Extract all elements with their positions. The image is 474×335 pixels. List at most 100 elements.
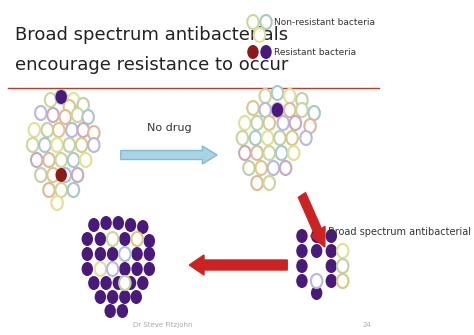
- Circle shape: [131, 232, 143, 246]
- Circle shape: [82, 232, 93, 246]
- Circle shape: [51, 138, 63, 152]
- Circle shape: [274, 131, 286, 145]
- Circle shape: [43, 153, 55, 167]
- Circle shape: [60, 110, 71, 124]
- Text: 24: 24: [363, 322, 372, 328]
- Circle shape: [337, 274, 348, 288]
- Circle shape: [119, 232, 130, 246]
- Circle shape: [107, 262, 118, 276]
- Circle shape: [262, 131, 273, 145]
- Circle shape: [309, 106, 320, 120]
- Circle shape: [64, 138, 75, 152]
- Circle shape: [239, 116, 251, 130]
- Circle shape: [272, 86, 283, 100]
- Circle shape: [28, 123, 40, 137]
- Circle shape: [276, 146, 287, 160]
- Circle shape: [326, 274, 337, 288]
- Circle shape: [47, 108, 59, 122]
- Circle shape: [137, 220, 148, 234]
- Circle shape: [288, 146, 300, 160]
- Circle shape: [95, 290, 106, 304]
- Circle shape: [95, 247, 106, 261]
- Circle shape: [88, 138, 100, 152]
- Circle shape: [35, 168, 46, 182]
- Circle shape: [104, 304, 116, 318]
- Text: Broad spectrum antibacterial: Broad spectrum antibacterial: [328, 227, 471, 237]
- Circle shape: [260, 15, 272, 29]
- Circle shape: [119, 262, 130, 276]
- Circle shape: [72, 108, 83, 122]
- Circle shape: [264, 146, 275, 160]
- Circle shape: [31, 153, 43, 167]
- Circle shape: [131, 247, 143, 261]
- Text: Broad spectrum antibacterials: Broad spectrum antibacterials: [15, 26, 288, 44]
- Circle shape: [255, 161, 267, 175]
- Text: Resistant bacteria: Resistant bacteria: [274, 48, 356, 57]
- Circle shape: [272, 103, 283, 117]
- Circle shape: [259, 103, 271, 117]
- Text: Non-resistant bacteria: Non-resistant bacteria: [274, 17, 375, 26]
- Circle shape: [277, 116, 289, 130]
- Circle shape: [55, 183, 67, 197]
- Circle shape: [95, 262, 106, 276]
- Circle shape: [42, 123, 53, 137]
- Circle shape: [296, 103, 308, 117]
- Circle shape: [107, 232, 118, 246]
- Circle shape: [286, 131, 298, 145]
- FancyArrow shape: [189, 255, 287, 275]
- Circle shape: [311, 286, 322, 300]
- Circle shape: [296, 229, 308, 243]
- Circle shape: [78, 98, 89, 112]
- Circle shape: [251, 176, 263, 190]
- Circle shape: [35, 106, 46, 120]
- Circle shape: [296, 93, 308, 107]
- Text: No drug: No drug: [146, 123, 191, 133]
- Circle shape: [68, 153, 79, 167]
- Circle shape: [131, 232, 143, 246]
- Circle shape: [311, 274, 322, 288]
- Circle shape: [130, 290, 142, 304]
- Circle shape: [337, 244, 348, 258]
- Circle shape: [301, 131, 312, 145]
- Circle shape: [100, 216, 112, 230]
- Circle shape: [66, 123, 78, 137]
- Circle shape: [247, 45, 259, 59]
- Circle shape: [47, 168, 59, 182]
- Circle shape: [272, 103, 283, 117]
- Circle shape: [72, 168, 83, 182]
- Circle shape: [260, 45, 272, 59]
- Text: encourage resistance to occur: encourage resistance to occur: [15, 56, 288, 74]
- Circle shape: [119, 290, 130, 304]
- Circle shape: [125, 218, 137, 232]
- Circle shape: [304, 119, 316, 133]
- Circle shape: [107, 247, 118, 261]
- Circle shape: [296, 244, 308, 258]
- Circle shape: [326, 229, 337, 243]
- Circle shape: [290, 116, 301, 130]
- Circle shape: [144, 262, 155, 276]
- FancyArrow shape: [121, 146, 217, 164]
- Circle shape: [243, 161, 255, 175]
- Circle shape: [296, 274, 308, 288]
- Circle shape: [39, 138, 51, 152]
- Circle shape: [95, 232, 106, 246]
- Circle shape: [88, 126, 100, 140]
- Circle shape: [68, 183, 79, 197]
- Circle shape: [27, 138, 38, 152]
- Circle shape: [55, 90, 67, 104]
- Circle shape: [88, 218, 100, 232]
- Circle shape: [144, 247, 155, 261]
- Circle shape: [337, 259, 348, 273]
- Circle shape: [78, 123, 89, 137]
- Circle shape: [76, 138, 87, 152]
- Circle shape: [311, 229, 322, 243]
- Circle shape: [254, 28, 265, 42]
- Text: Dr Steve Fitzjohn: Dr Steve Fitzjohn: [134, 322, 193, 328]
- Circle shape: [55, 90, 67, 104]
- Circle shape: [264, 116, 275, 130]
- Circle shape: [80, 153, 91, 167]
- Circle shape: [137, 276, 148, 290]
- Circle shape: [311, 244, 322, 258]
- Circle shape: [280, 161, 292, 175]
- Circle shape: [113, 216, 124, 230]
